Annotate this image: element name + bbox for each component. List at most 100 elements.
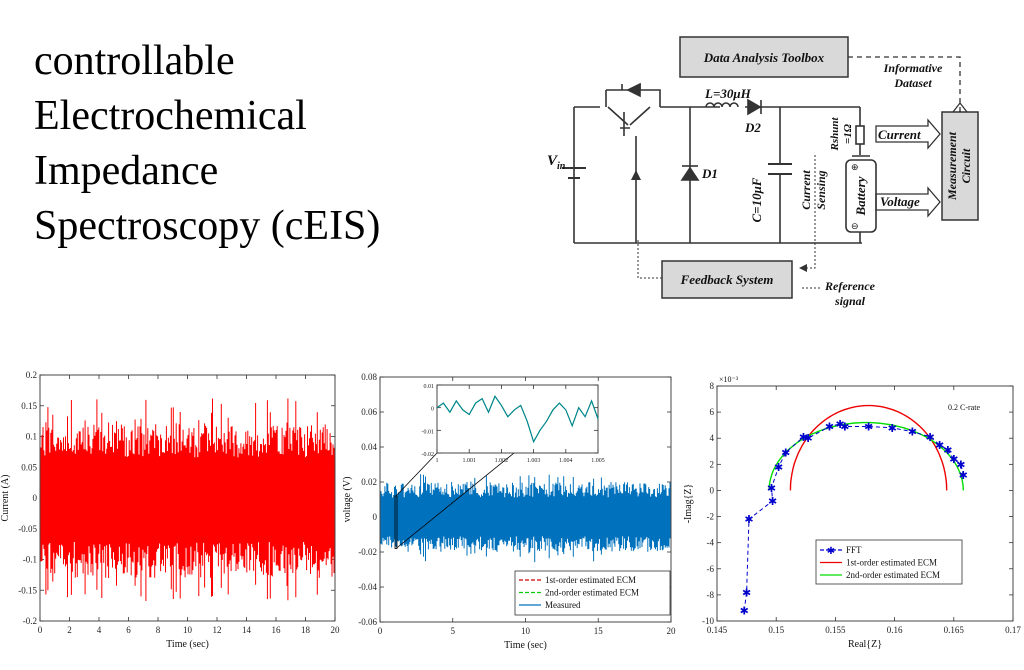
y-tick-label: -6 xyxy=(707,564,715,574)
fft-point: ✱ xyxy=(888,423,897,435)
page-title: controllable Electrochemical Impedance S… xyxy=(34,34,454,254)
y-tick-label: 0.02 xyxy=(361,477,377,487)
legend-label: 2nd-order estimated ECM xyxy=(846,570,940,580)
fft-point: ✱ xyxy=(864,421,873,433)
y-exponent-label: ×10⁻³ xyxy=(719,375,739,384)
y-tick-label: 2 xyxy=(710,459,715,469)
y-axis-label: voltage (V) xyxy=(342,477,353,523)
x-tick-label: 0 xyxy=(378,626,383,636)
c-rate-annotation: 0.2 C-rate xyxy=(948,403,980,412)
y-tick-label: -0.1 xyxy=(23,555,37,565)
x-tick-label: 8 xyxy=(156,625,161,635)
fft-point: ✱ xyxy=(949,454,958,466)
inset-background xyxy=(437,385,598,453)
y-axis-label: -Imag{Z} xyxy=(683,484,694,524)
x-tick-label: 1 xyxy=(436,458,439,464)
measured-series-core xyxy=(381,497,670,537)
dataset-label: Dataset xyxy=(893,76,932,90)
measurement-label: Measurement xyxy=(945,131,959,201)
y-tick-label: -2 xyxy=(707,512,715,522)
y-tick-label: 8 xyxy=(710,381,715,391)
x-tick-label: 0.155 xyxy=(825,625,846,635)
y-tick-label: -0.2 xyxy=(23,616,37,626)
fft-point: ✱ xyxy=(908,427,917,439)
feedback-system-label: Feedback System xyxy=(680,272,774,287)
x-tick-label: 10 xyxy=(521,626,531,636)
y-tick-label: 0 xyxy=(33,493,38,503)
y-tick-label: 0 xyxy=(431,407,434,413)
title-line-3: Impedance xyxy=(34,148,219,194)
current-arrow-label: Current xyxy=(878,127,921,142)
x-tick-label: 16 xyxy=(272,625,282,635)
voltage-arrow-label: Voltage xyxy=(880,194,920,209)
signal-label: signal xyxy=(834,294,866,308)
fft-point: ✱ xyxy=(825,421,834,433)
fft-point: ✱ xyxy=(840,421,849,433)
current-sensing-label: Current xyxy=(799,170,813,210)
y-tick-label: -0.02 xyxy=(358,547,377,557)
y-axis-label: Current (A) xyxy=(0,475,11,522)
x-tick-label: 18 xyxy=(301,625,311,635)
x-tick-label: 4 xyxy=(97,625,102,635)
legend-label: Measured xyxy=(545,600,581,610)
capacitor-label: C=10μF xyxy=(749,177,764,222)
x-tick-label: 0.165 xyxy=(944,625,965,635)
x-tick-label: 0 xyxy=(38,625,43,635)
informative-label: Informative xyxy=(883,61,943,75)
fft-point: ✱ xyxy=(768,496,777,508)
plot-frame xyxy=(716,385,1014,622)
fft-point: ✱ xyxy=(781,448,790,460)
fft-point: ✱ xyxy=(744,514,753,526)
legend-box xyxy=(514,570,671,616)
y-tick-label: 0.15 xyxy=(21,401,37,411)
inset-measured-series xyxy=(436,395,599,443)
x-axis-label: Time (sec) xyxy=(504,640,547,651)
fft-point: ✱ xyxy=(740,606,749,618)
x-tick-label: 5 xyxy=(451,626,456,636)
legend-label: 1st-order estimated ECM xyxy=(545,575,636,585)
battery-minus-icon: ⊖ xyxy=(851,221,859,231)
x-tick-label: 1.002 xyxy=(495,458,509,464)
rshunt-value-label: =1Ω xyxy=(842,123,854,144)
x-tick-label: 15 xyxy=(594,626,604,636)
x-tick-label: 0.15 xyxy=(768,625,784,635)
title-line-1: controllable xyxy=(34,38,235,84)
x-tick-label: 0.17 xyxy=(1005,625,1021,635)
x-tick-label: 10 xyxy=(183,625,193,635)
legend-marker: ✱ xyxy=(827,546,835,557)
legend-label: 1st-order estimated ECM xyxy=(846,558,937,568)
x-tick-label: 14 xyxy=(242,625,252,635)
y-tick-label: -0.05 xyxy=(18,524,37,534)
y-tick-label: 0.1 xyxy=(26,432,37,442)
y-tick-label: -10 xyxy=(702,616,714,626)
second-order-ecm-series xyxy=(768,421,964,491)
battery-label: Battery xyxy=(853,176,868,216)
d2-label: D2 xyxy=(744,120,761,135)
y-tick-label: 0 xyxy=(710,485,715,495)
fft-point: ✱ xyxy=(926,432,935,444)
circuit-diagram: Data Analysis Toolbox Informative Datase… xyxy=(547,36,979,308)
legend-label: 2nd-order estimated ECM xyxy=(545,588,639,598)
fft-point: ✱ xyxy=(799,432,808,444)
x-tick-label: 1.001 xyxy=(462,458,476,464)
y-tick-label: -0.06 xyxy=(358,617,377,627)
fft-point: ✱ xyxy=(742,587,751,599)
y-tick-label: 0 xyxy=(373,512,378,522)
y-tick-label: -4 xyxy=(707,538,715,548)
y-tick-label: -0.02 xyxy=(422,452,435,458)
sensing-label: Sensing xyxy=(814,170,828,209)
y-tick-label: 0.04 xyxy=(361,442,377,452)
x-tick-label: 20 xyxy=(667,626,677,636)
y-tick-label: -0.15 xyxy=(18,585,37,595)
y-tick-label: 6 xyxy=(710,407,715,417)
title-line-2: Electrochemical xyxy=(34,93,307,139)
fft-point: ✱ xyxy=(935,440,944,452)
fft-point: ✱ xyxy=(959,470,968,482)
y-tick-label: -0.04 xyxy=(358,582,377,592)
x-axis-label: Real{Z} xyxy=(848,639,882,650)
y-tick-label: 0.05 xyxy=(21,462,37,472)
x-tick-label: 6 xyxy=(126,625,131,635)
fft-point: ✱ xyxy=(767,483,776,495)
